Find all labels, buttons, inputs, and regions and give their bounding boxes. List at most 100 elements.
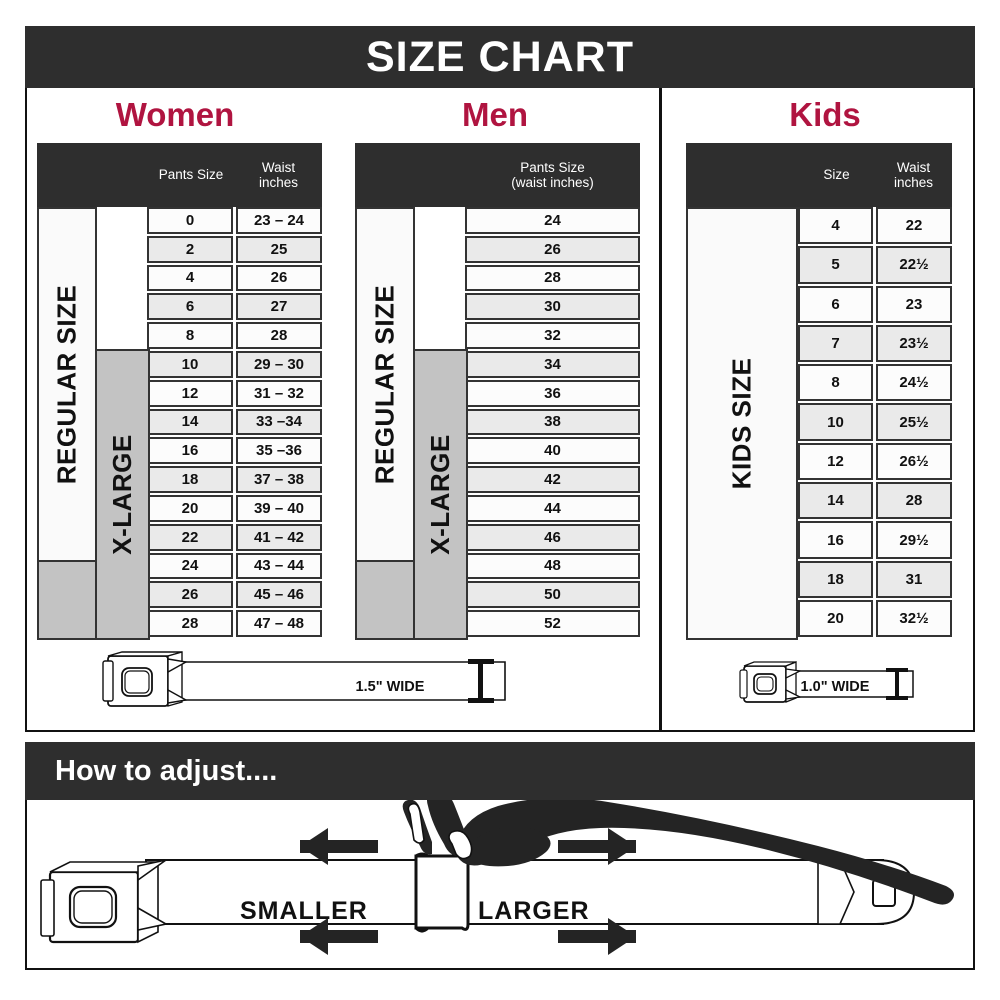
women-size-table: Pants Size Waist inches REGULAR SIZE X-LA… bbox=[37, 143, 322, 640]
column-header-waist-inches-kids: Waist inches bbox=[893, 159, 934, 190]
kids-header-spacer bbox=[686, 143, 798, 207]
table-cell-size: 42 bbox=[465, 466, 640, 493]
section-heading-men: Men bbox=[462, 96, 528, 133]
kids-table-header: Size Waist inches bbox=[686, 143, 952, 207]
women-group-label-xlarge-fill bbox=[37, 560, 97, 640]
table-row: 50 bbox=[465, 581, 640, 610]
table-cell-waist: 29 – 30 bbox=[236, 350, 322, 378]
table-cell-size: 2 bbox=[147, 235, 233, 263]
men-header-spacer bbox=[355, 143, 465, 207]
table-row: 18 31 bbox=[798, 560, 952, 600]
table-row: 20 39 – 40 bbox=[147, 494, 322, 524]
belt-width-label-narrow: 1.0" WIDE bbox=[800, 679, 870, 695]
table-cell-size: 4 bbox=[798, 207, 873, 245]
column-header-size: Size bbox=[823, 167, 850, 183]
table-row: 52 bbox=[465, 610, 640, 639]
belt-width-label-wide: 1.5" WIDE bbox=[355, 679, 425, 695]
men-size-table: Pants Size (waist inches) REGULAR SIZE X-… bbox=[355, 143, 640, 640]
table-cell-waist: 37 – 38 bbox=[236, 466, 322, 493]
page-title: SIZE CHART bbox=[366, 32, 634, 81]
table-cell-size: 50 bbox=[465, 581, 640, 609]
arrow-right-top bbox=[558, 828, 636, 865]
table-cell-size: 8 bbox=[147, 322, 233, 349]
table-cell-size: 46 bbox=[465, 523, 640, 551]
table-row: 5 22½ bbox=[798, 246, 952, 285]
table-cell-size: 6 bbox=[798, 285, 873, 323]
table-cell-size: 4 bbox=[147, 264, 233, 292]
men-table-header: Pants Size (waist inches) bbox=[355, 143, 640, 207]
kids-group-label: KIDS SIZE bbox=[686, 207, 798, 640]
table-row: 2 25 bbox=[147, 235, 322, 265]
table-row: 40 bbox=[465, 437, 640, 466]
table-cell-waist: 22 bbox=[876, 207, 952, 245]
table-cell-waist: 35 –36 bbox=[236, 437, 322, 465]
table-cell-size: 16 bbox=[147, 437, 233, 465]
table-row: 7 23½ bbox=[798, 324, 952, 364]
table-cell-size: 20 bbox=[798, 599, 873, 638]
table-cell-size: 52 bbox=[465, 610, 640, 637]
table-cell-waist: 31 – 32 bbox=[236, 379, 322, 407]
table-cell-size: 0 bbox=[147, 207, 233, 234]
table-row: 34 bbox=[465, 350, 640, 380]
arrow-left-top bbox=[300, 828, 378, 865]
table-row: 36 bbox=[465, 379, 640, 409]
table-cell-size: 38 bbox=[465, 408, 640, 436]
table-cell-waist: 31 bbox=[876, 560, 952, 598]
men-group-label-regular: REGULAR SIZE bbox=[355, 207, 415, 562]
arrow-right-bottom bbox=[558, 918, 636, 955]
table-row: 24 bbox=[465, 207, 640, 236]
table-row: 6 23 bbox=[798, 285, 952, 325]
table-row: 14 28 bbox=[798, 482, 952, 521]
table-row: 0 23 – 24 bbox=[147, 207, 322, 236]
women-group-label-xlarge: X-LARGE bbox=[95, 349, 150, 640]
table-row: 10 29 – 30 bbox=[147, 350, 322, 380]
women-group-label-regular: REGULAR SIZE bbox=[37, 207, 97, 562]
table-cell-waist: 28 bbox=[876, 482, 952, 520]
table-cell-size: 18 bbox=[798, 560, 873, 598]
table-cell-waist: 32½ bbox=[876, 599, 952, 638]
table-row: 46 bbox=[465, 523, 640, 553]
table-cell-size: 48 bbox=[465, 552, 640, 580]
table-cell-waist: 25½ bbox=[876, 403, 952, 441]
table-cell-size: 34 bbox=[465, 350, 640, 378]
section-heading-kids: Kids bbox=[789, 96, 861, 133]
table-cell-size: 12 bbox=[147, 379, 233, 407]
table-cell-size: 40 bbox=[465, 437, 640, 465]
table-cell-size: 26 bbox=[465, 235, 640, 263]
table-cell-size: 20 bbox=[147, 494, 233, 522]
table-cell-size: 10 bbox=[147, 350, 233, 378]
table-row: 8 24½ bbox=[798, 364, 952, 403]
table-cell-waist: 23 – 24 bbox=[236, 207, 322, 234]
table-cell-size: 12 bbox=[798, 442, 873, 481]
kids-table-rows: 4 22 5 22½ 6 23 7 23½ 8 24½ 10 25½ 12 26½ 14 28 16 29½ 18 3… bbox=[798, 207, 952, 639]
belt-adjust-illustration bbox=[40, 800, 954, 955]
table-cell-size: 44 bbox=[465, 494, 640, 522]
table-row: 42 bbox=[465, 466, 640, 495]
section-heading-women: Women bbox=[115, 96, 235, 133]
table-row: 28 bbox=[465, 264, 640, 294]
table-cell-size: 8 bbox=[798, 364, 873, 402]
table-row: 16 29½ bbox=[798, 521, 952, 560]
table-cell-size: 28 bbox=[465, 264, 640, 292]
table-cell-size: 6 bbox=[147, 293, 233, 321]
column-header-pants-size: Pants Size bbox=[158, 167, 224, 183]
table-row: 22 41 – 42 bbox=[147, 523, 322, 553]
table-cell-size: 14 bbox=[147, 408, 233, 436]
table-row: 30 bbox=[465, 293, 640, 322]
table-cell-size: 18 bbox=[147, 466, 233, 493]
table-row: 32 bbox=[465, 322, 640, 351]
table-cell-size: 28 bbox=[147, 610, 233, 637]
adjust-label-smaller: SMALLER bbox=[240, 897, 368, 925]
how-to-adjust-title: How to adjust.... bbox=[55, 754, 278, 787]
table-cell-size: 22 bbox=[147, 523, 233, 551]
table-cell-waist: 23½ bbox=[876, 324, 952, 363]
table-row: 8 28 bbox=[147, 322, 322, 351]
chart-title-bar: SIZE CHART bbox=[25, 26, 975, 88]
belt-illustration-narrow bbox=[739, 661, 914, 703]
table-row: 26 45 – 46 bbox=[147, 581, 322, 610]
table-row: 16 35 –36 bbox=[147, 437, 322, 466]
table-cell-size: 7 bbox=[798, 324, 873, 363]
table-row: 26 bbox=[465, 235, 640, 265]
